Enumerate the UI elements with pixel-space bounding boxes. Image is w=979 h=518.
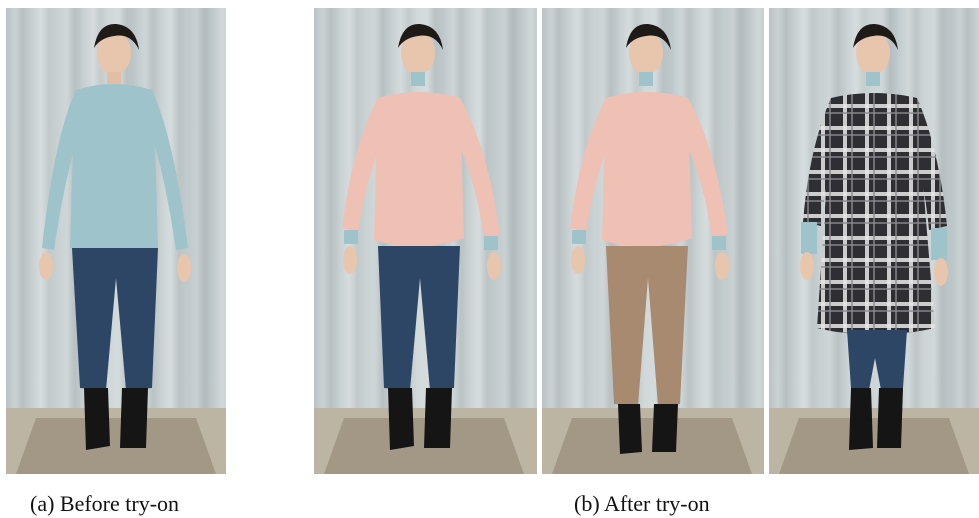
person-figure xyxy=(542,23,764,474)
person-figure xyxy=(6,23,226,474)
person-figure xyxy=(769,23,979,474)
after-photo-2 xyxy=(542,8,764,474)
person-figure xyxy=(314,23,537,474)
after-photo-3 xyxy=(769,8,979,474)
caption-after-try-on: (b) After try-on xyxy=(574,491,710,516)
before-photo xyxy=(6,8,226,474)
caption-before-try-on: (a) Before try-on xyxy=(30,491,180,516)
after-photo-1 xyxy=(314,8,537,474)
